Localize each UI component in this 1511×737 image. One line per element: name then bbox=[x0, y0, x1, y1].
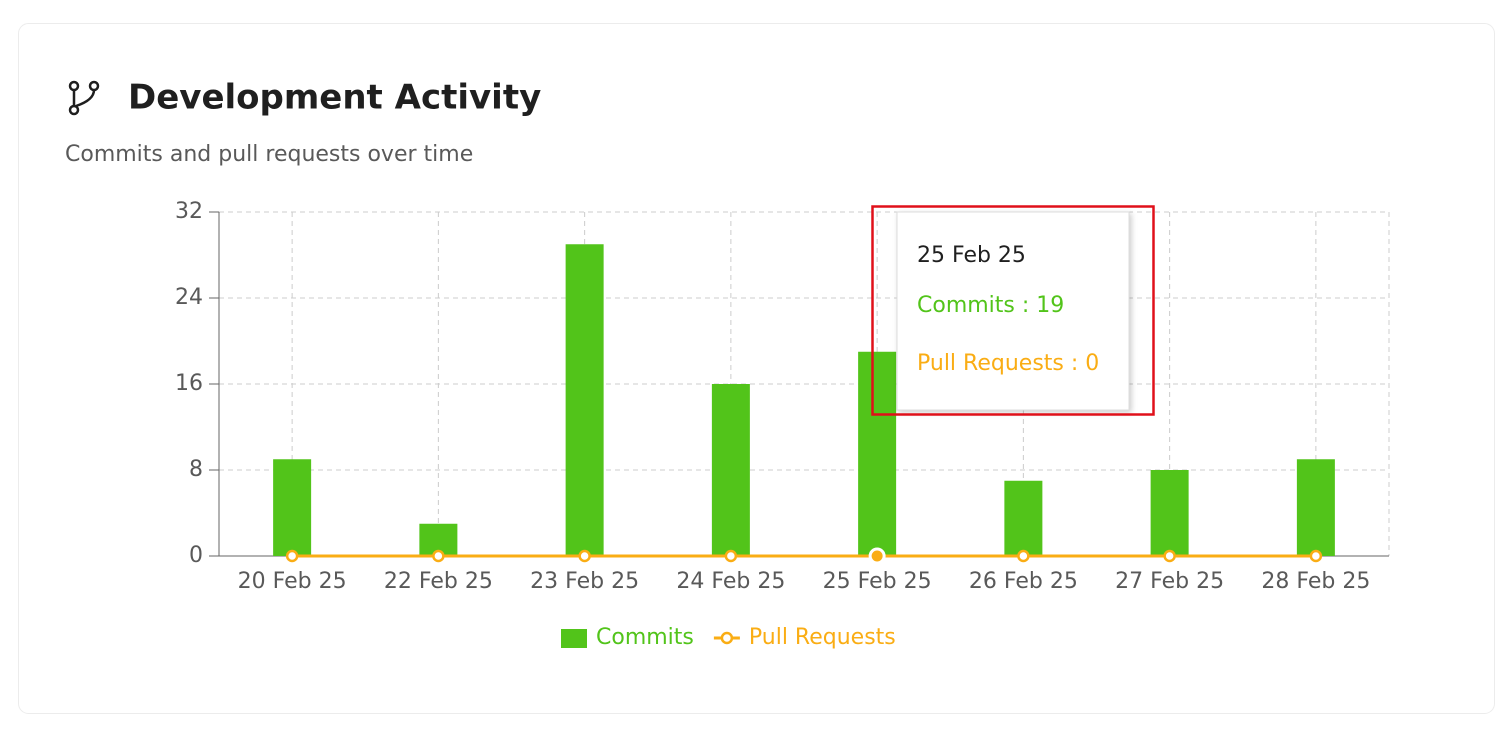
bar bbox=[858, 351, 897, 556]
tooltip-row: Commits : 19 bbox=[917, 293, 1064, 318]
line-point bbox=[724, 549, 738, 563]
y-tick-label: 32 bbox=[175, 199, 203, 224]
card bbox=[18, 23, 1495, 714]
y-tick-label: 16 bbox=[175, 371, 203, 396]
line-point bbox=[1309, 549, 1323, 563]
legend-swatch bbox=[720, 631, 734, 645]
line-point bbox=[432, 549, 445, 563]
line-point bbox=[1163, 549, 1176, 563]
x-tick-label: 27 Feb 25 bbox=[1115, 569, 1224, 594]
highlight-box bbox=[871, 205, 1155, 416]
bar bbox=[1150, 470, 1189, 556]
tooltip-title: 25 Feb 25 bbox=[917, 243, 1026, 268]
tooltip-row: Pull Requests : 0 bbox=[917, 351, 1099, 376]
line-point bbox=[868, 547, 886, 565]
y-tick-label: 0 bbox=[189, 543, 203, 568]
card-title: Development Activity bbox=[128, 78, 541, 118]
bar bbox=[565, 244, 604, 556]
x-tick-label: 23 Feb 25 bbox=[530, 569, 639, 594]
card-subtitle: Commits and pull requests over time bbox=[65, 142, 473, 167]
x-tick-label: 24 Feb 25 bbox=[676, 569, 785, 594]
branch-icon bbox=[68, 80, 100, 116]
y-tick-label: 24 bbox=[175, 285, 203, 310]
x-tick-label: 20 Feb 25 bbox=[238, 569, 347, 594]
x-tick-label: 26 Feb 25 bbox=[969, 569, 1078, 594]
bar bbox=[711, 384, 750, 556]
x-tick-label: 25 Feb 25 bbox=[823, 569, 932, 594]
bar bbox=[1296, 459, 1335, 556]
tooltip-box bbox=[896, 211, 1130, 411]
legend-label: Pull Requests bbox=[749, 625, 896, 650]
bar bbox=[273, 459, 312, 556]
y-tick-label: 8 bbox=[189, 457, 203, 482]
x-tick-label: 22 Feb 25 bbox=[384, 569, 493, 594]
bar bbox=[1004, 480, 1043, 556]
line-point bbox=[285, 549, 299, 563]
x-tick-label: 28 Feb 25 bbox=[1261, 569, 1370, 594]
line-point bbox=[1017, 549, 1030, 563]
legend-label: Commits bbox=[596, 625, 694, 650]
legend-swatch bbox=[561, 629, 587, 648]
line-point bbox=[578, 549, 591, 563]
